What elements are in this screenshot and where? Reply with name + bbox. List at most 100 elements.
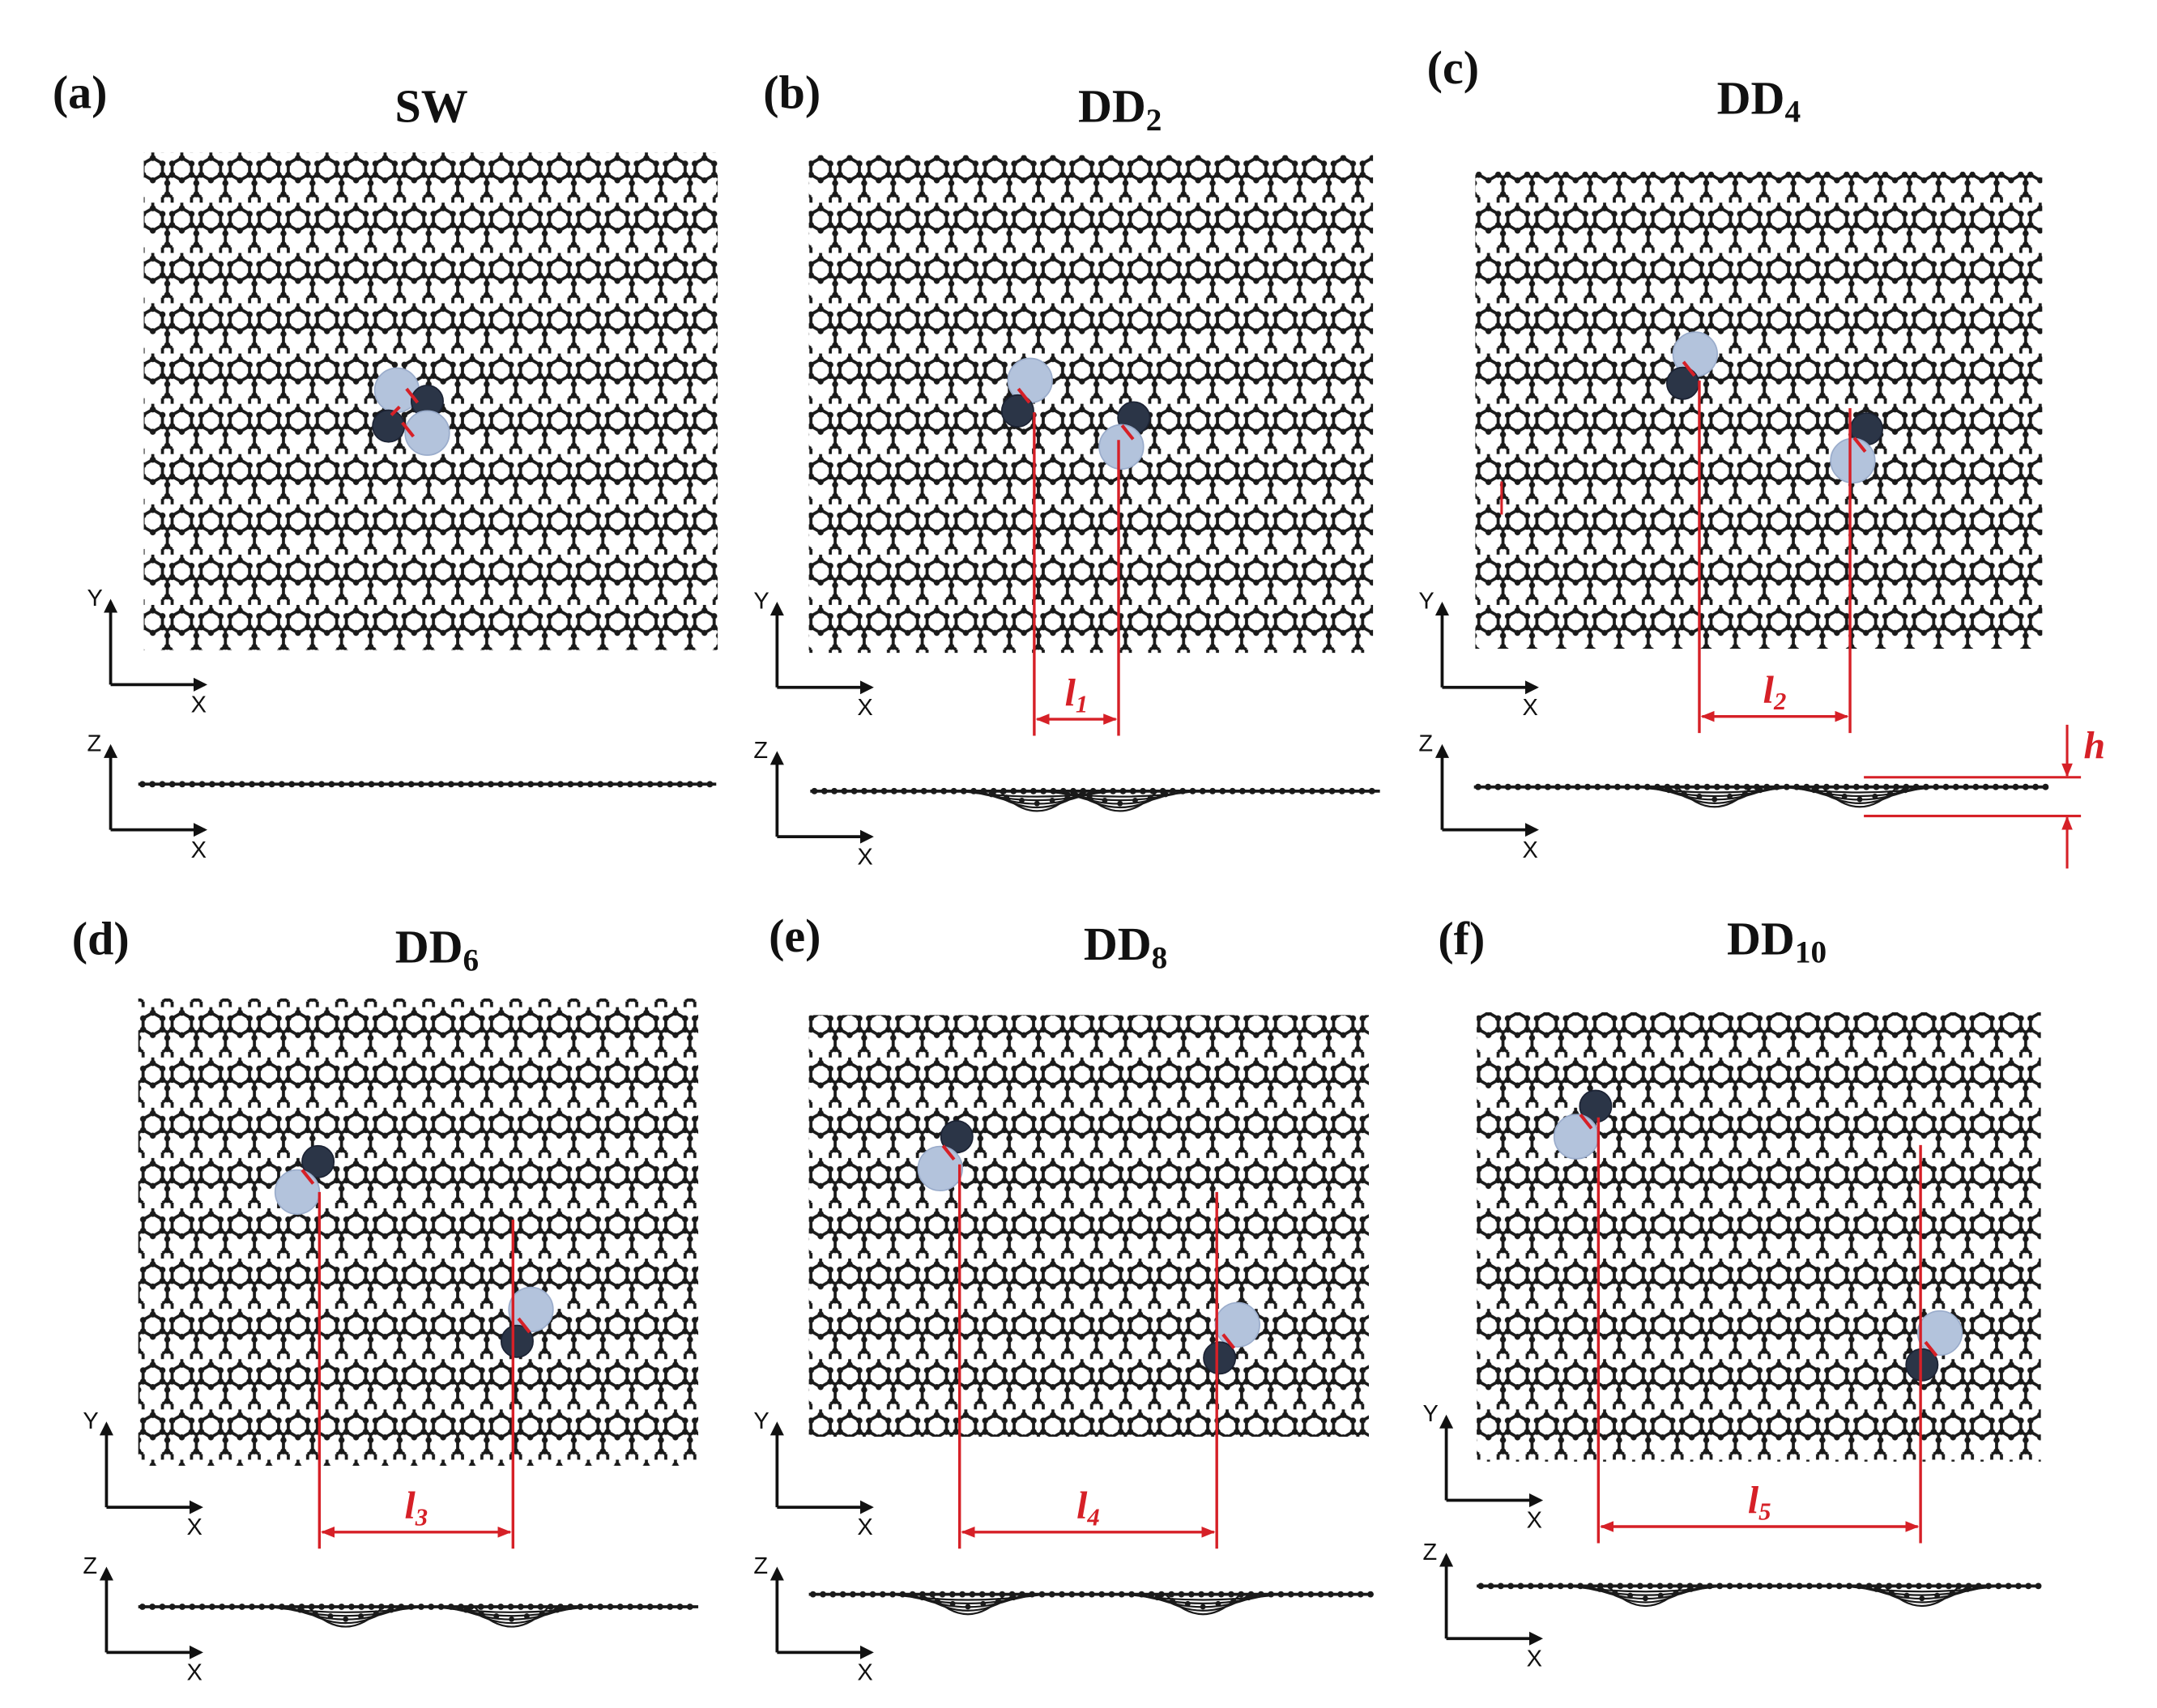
side-view-atom [159, 781, 166, 788]
side-view-atom [377, 781, 385, 788]
side-view-atom [959, 1591, 966, 1598]
side-view-atom [1279, 787, 1286, 794]
side-view-deformation [1597, 1585, 1694, 1604]
defect-bond-marker [401, 421, 416, 438]
side-view-atom [1507, 1582, 1515, 1590]
side-view-atom [388, 1607, 394, 1613]
side-view-vertical-axis-label: Z [83, 1553, 97, 1579]
side-view-atom [1696, 793, 1703, 799]
side-view-atom [1647, 1582, 1654, 1590]
defect-bond-marker [301, 1169, 315, 1185]
side-view-atom [1199, 787, 1206, 794]
side-view-atom [1029, 787, 1037, 794]
side-view-atom [1805, 1582, 1813, 1590]
side-view-deformation [1855, 1585, 1989, 1596]
side-view-atom [849, 1591, 856, 1598]
side-view-atom [567, 781, 574, 788]
top-view-vertical-axis-label: Y [1423, 1401, 1439, 1427]
side-view-atom [1217, 1591, 1225, 1598]
side-view-atom [706, 781, 714, 788]
side-view-atom [328, 781, 335, 788]
side-view-atom [995, 1598, 1001, 1604]
side-view-atom [1703, 783, 1711, 790]
defect-bond-marker [1120, 424, 1135, 441]
panel-title: DD10 [1727, 912, 1827, 969]
top-view-vertical-axis-label: Y [1418, 588, 1434, 614]
side-view-atom [288, 781, 296, 788]
defect-atom-light [1553, 1114, 1600, 1160]
side-view-atom [1268, 787, 1276, 794]
side-view-atom [1010, 787, 1017, 794]
side-view-atom [554, 1607, 561, 1613]
side-view-atom [607, 781, 614, 788]
side-view-atom [278, 781, 285, 788]
graphene-top-view [808, 155, 1374, 654]
side-view-atom [328, 1604, 335, 1610]
side-view-atom [428, 781, 435, 788]
side-view-atom [860, 787, 867, 794]
side-view-atom [1358, 787, 1366, 794]
side-view-atom [1230, 1598, 1237, 1604]
defect-atom-light [917, 1145, 963, 1192]
side-view-atom [1952, 783, 1959, 790]
side-view-atom [1184, 1600, 1191, 1607]
side-view-atom [1208, 1591, 1215, 1598]
side-view-atom [1517, 1582, 1524, 1590]
side-view-atom [1694, 783, 1701, 790]
side-view-atom [1902, 787, 1908, 794]
side-view-atom [318, 781, 325, 788]
side-view-atom [1485, 783, 1492, 790]
side-view-atom [1852, 783, 1860, 790]
side-view-atom [586, 781, 594, 788]
defect-bond-marker [1221, 1333, 1236, 1350]
distance-label: l2 [1763, 669, 1787, 716]
side-view-atom [168, 781, 176, 788]
side-view-atom [871, 787, 878, 794]
side-view-atom [1140, 787, 1146, 794]
side-view-atom [437, 781, 445, 788]
side-view-atom [697, 781, 704, 788]
side-view-atom [1656, 1582, 1664, 1590]
side-view-atom [1895, 1582, 1903, 1590]
side-view-atom [418, 781, 424, 788]
side-view-atom [901, 787, 907, 794]
side-view-atom [1078, 1591, 1085, 1598]
top-view-horizontal-axis-label: X [1522, 695, 1537, 721]
side-view-deformation [1812, 786, 1908, 804]
side-view-atom [1034, 800, 1040, 807]
side-view-atom [1068, 1591, 1076, 1598]
side-view-atom [1534, 783, 1541, 790]
side-view-atom [208, 1604, 215, 1610]
side-view-atom [1816, 1582, 1823, 1590]
side-view-atom [1935, 1582, 1942, 1590]
side-view-atom [1537, 1582, 1544, 1590]
side-view-atom [2005, 1582, 2012, 1590]
panel-f: (f) DD10 Y X Z Xl5 [1423, 912, 2042, 1672]
side-view-atom [1665, 787, 1672, 794]
side-view-atom [1048, 1591, 1055, 1598]
side-view-atom [2002, 783, 2010, 790]
side-view-atom [368, 1604, 375, 1610]
graphene-side-view [1477, 1582, 2042, 1607]
side-view-atom [1733, 783, 1741, 790]
side-view-atom [1736, 1582, 1743, 1590]
side-view-deformation [445, 1605, 578, 1617]
side-view-atom [1887, 790, 1893, 796]
side-view-atom [1964, 1587, 1971, 1592]
side-view-atom [1088, 1591, 1095, 1598]
side-view-atom [1477, 1582, 1485, 1590]
side-view-atom [2035, 1582, 2042, 1590]
side-view-atom [268, 781, 275, 788]
panel-e: (e) DD8 Y X Z Xl4 [753, 909, 1374, 1685]
side-view-atom [1289, 787, 1296, 794]
side-view-atom [910, 787, 918, 794]
side-view-atom [249, 781, 255, 788]
side-view-atom [597, 781, 604, 788]
side-view-atom [2022, 783, 2029, 790]
side-view-atom [1071, 791, 1077, 798]
side-view-atom [879, 1591, 886, 1598]
side-view-atom [517, 1604, 524, 1610]
side-view-deformation [901, 1593, 1035, 1604]
side-view-atom [1515, 783, 1521, 790]
side-view-atom [1309, 787, 1315, 794]
